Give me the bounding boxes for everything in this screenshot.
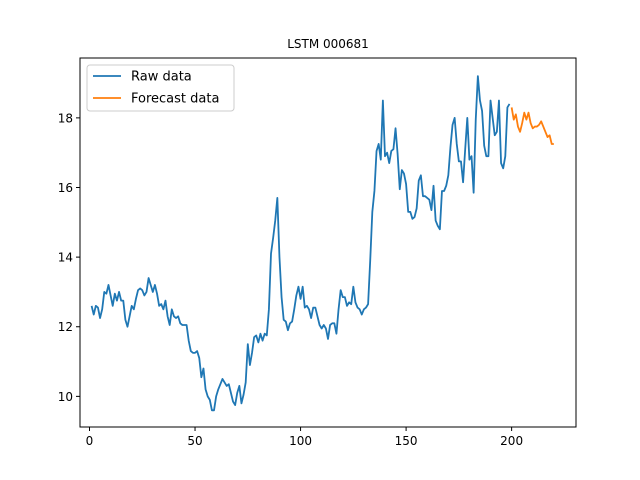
x-tick-label: 100 [289, 434, 312, 448]
y-tick-label: 12 [58, 320, 73, 334]
series-layer [90, 75, 554, 412]
y-axis: 10 12 14 16 18 [58, 111, 80, 404]
legend-label-raw-data: Raw data [131, 70, 192, 85]
y-tick-label: 14 [58, 251, 73, 265]
legend-box [86, 64, 235, 112]
legend-label-forecast-data: Forecast data [131, 92, 219, 107]
series-line-raw-data [90, 75, 511, 412]
x-tick-label: 150 [395, 434, 418, 448]
x-axis: 0 50 100 150 200 [86, 427, 523, 448]
chart-title: LSTM 000681 [287, 37, 369, 51]
y-tick-label: 18 [58, 111, 73, 125]
y-tick-label: 16 [58, 181, 73, 195]
legend: Raw data Forecast data [86, 64, 235, 112]
axes-frame [79, 57, 577, 428]
series-line-forecast-data [510, 107, 554, 145]
x-tick-label: 0 [86, 434, 94, 448]
x-tick-label: 50 [187, 434, 202, 448]
x-tick-label: 200 [500, 434, 523, 448]
y-tick-label: 10 [58, 390, 73, 404]
